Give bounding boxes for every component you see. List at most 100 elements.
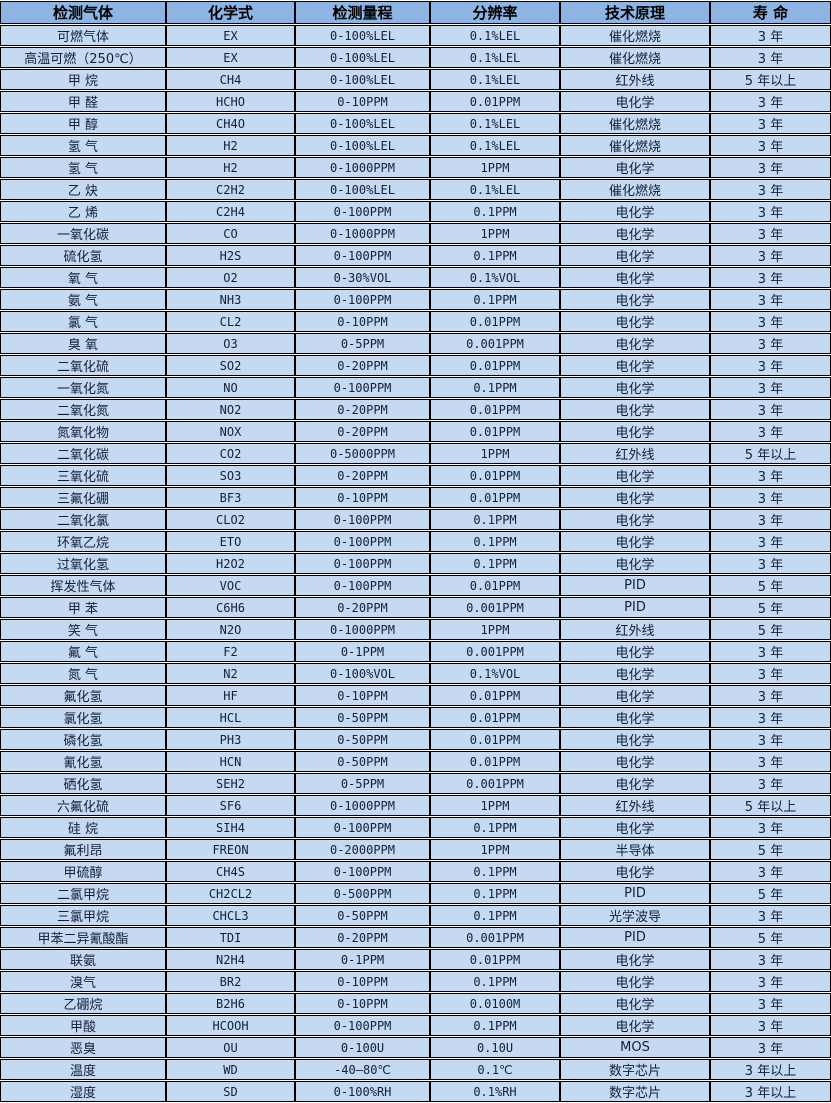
table-cell: 0.01PPM	[430, 421, 560, 442]
table-cell: PID	[560, 575, 710, 596]
table-cell: 5 年	[710, 575, 831, 596]
table-cell: 0.01PPM	[430, 465, 560, 486]
table-cell: 0-2000PPM	[295, 839, 430, 860]
table-cell: 0-10PPM	[295, 91, 430, 112]
table-row: 高温可燃（250℃） EX 0-100%LEL 0.1%LEL 催化燃烧 3 年	[0, 47, 831, 68]
table-cell: 0.1PPM	[430, 509, 560, 530]
table-cell: 0.01PPM	[430, 91, 560, 112]
table-cell: WD	[166, 1059, 295, 1080]
table-header-row: 检测气体 化学式 检测量程 分辨率 技术原理寿 命	[0, 1, 831, 24]
table-cell: 0-20PPM	[295, 465, 430, 486]
table-row: 氢 气 H2 0-1000PPM 1PPM 电化学 3 年	[0, 157, 831, 178]
table-cell: 3 年	[710, 685, 831, 706]
table-cell: CH4	[166, 69, 295, 90]
table-row: 环氧乙烷 ETO 0-100PPM 0.1PPM 电化学 3 年	[0, 531, 831, 552]
table-cell: 数字芯片	[560, 1059, 710, 1080]
table-cell: H2O2	[166, 553, 295, 574]
table-cell: N2	[166, 663, 295, 684]
table-cell: 0-10PPM	[295, 971, 430, 992]
table-cell: 0.1PPM	[430, 971, 560, 992]
table-row: 挥发性气体 VOC 0-100PPM 0.01PPM PID 5 年	[0, 575, 831, 596]
table-cell: 0-100U	[295, 1037, 430, 1058]
table-cell: 二氧化碳	[0, 443, 166, 464]
table-cell: 3 年	[710, 421, 831, 442]
table-cell: 0-20PPM	[295, 597, 430, 618]
table-cell: 催化燃烧	[560, 135, 710, 156]
table-row: 二氧化氯 CLO2 0-100PPM 0.1PPM 电化学 3 年	[0, 509, 831, 530]
table-cell: 电化学	[560, 641, 710, 662]
table-row: 硅 烷 SIH4 0-100PPM 0.1PPM 电化学 3 年	[0, 817, 831, 838]
table-cell: SIH4	[166, 817, 295, 838]
table-row: 氧 气 O2 0-30%VOL 0.1%VOL 电化学 3 年	[0, 267, 831, 288]
table-cell: 磷化氢	[0, 729, 166, 750]
table-cell: 0-50PPM	[295, 707, 430, 728]
table-cell: 电化学	[560, 729, 710, 750]
table-row: 甲 醛 HCHO 0-10PPM 0.01PPM 电化学 3 年	[0, 91, 831, 112]
table-cell: 0.1%VOL	[430, 663, 560, 684]
table-cell: 0-10PPM	[295, 311, 430, 332]
table-cell: 0-100PPM	[295, 245, 430, 266]
table-cell: 3 年	[710, 223, 831, 244]
table-cell: 0.0100M	[430, 993, 560, 1014]
table-cell: C2H2	[166, 179, 295, 200]
table-cell: 0-50PPM	[295, 905, 430, 926]
table-cell: 可燃气体	[0, 25, 166, 46]
table-cell: 0-5PPM	[295, 773, 430, 794]
table-cell: 电化学	[560, 531, 710, 552]
table-cell: 0-100PPM	[295, 201, 430, 222]
table-row: 乙 烯 C2H4 0-100PPM 0.1PPM 电化学 3 年	[0, 201, 831, 222]
table-cell: 0.1%LEL	[430, 25, 560, 46]
table-cell: NO	[166, 377, 295, 398]
table-cell: O3	[166, 333, 295, 354]
table-row: 乙 炔 C2H2 0-100%LEL 0.1%LEL 催化燃烧 3 年	[0, 179, 831, 200]
table-cell: 电化学	[560, 399, 710, 420]
table-cell: N2H4	[166, 949, 295, 970]
table-cell: 0-10PPM	[295, 993, 430, 1014]
table-cell: 3 年	[710, 663, 831, 684]
table-cell: 0-100%LEL	[295, 69, 430, 90]
table-cell: 电化学	[560, 509, 710, 530]
table-cell: 0.001PPM	[430, 333, 560, 354]
table-cell: 乙 烯	[0, 201, 166, 222]
table-row: 氮氧化物 NOX 0-20PPM 0.01PPM 电化学 3 年	[0, 421, 831, 442]
table-cell: 3 年	[710, 201, 831, 222]
table-cell: 0.01PPM	[430, 311, 560, 332]
table-row: 甲 醇 CH4O 0-100%LEL 0.1%LEL 催化燃烧 3 年	[0, 113, 831, 134]
table-cell: 0-30%VOL	[295, 267, 430, 288]
table-cell: 红外线	[560, 795, 710, 816]
table-cell: 3 年	[710, 729, 831, 750]
table-row: 溴气 BR2 0-10PPM 0.1PPM 电化学 3 年	[0, 971, 831, 992]
table-cell: PID	[560, 927, 710, 948]
table-row: 一氧化碳 CO 0-1000PPM 1PPM 电化学 3 年	[0, 223, 831, 244]
table-row: 氰化氢 HCN 0-50PPM 0.01PPM 电化学 3 年	[0, 751, 831, 772]
table-cell: 0-1PPM	[295, 949, 430, 970]
table-cell: 0-100PPM	[295, 1015, 430, 1036]
table-cell: NOX	[166, 421, 295, 442]
table-cell: 3 年	[710, 1037, 831, 1058]
table-cell: 3 年	[710, 355, 831, 376]
table-cell: 3 年	[710, 135, 831, 156]
table-cell: 氟利昂	[0, 839, 166, 860]
table-cell: 高温可燃（250℃）	[0, 47, 166, 68]
table-cell: 0-100%RH	[295, 1081, 430, 1102]
table-cell: 电化学	[560, 861, 710, 882]
table-cell: 电化学	[560, 267, 710, 288]
column-header-5: 寿 命	[710, 1, 831, 24]
table-cell: 3 年	[710, 751, 831, 772]
table-cell: FREON	[166, 839, 295, 860]
table-cell: 0-500PPM	[295, 883, 430, 904]
table-cell: 电化学	[560, 993, 710, 1014]
table-cell: 0-1000PPM	[295, 795, 430, 816]
table-cell: 3 年	[710, 377, 831, 398]
table-row: 甲 苯 C6H6 0-20PPM 0.001PPM PID 5 年	[0, 597, 831, 618]
table-cell: 3 年	[710, 905, 831, 926]
table-cell: 1PPM	[430, 839, 560, 860]
table-cell: 电化学	[560, 751, 710, 772]
table-cell: 5 年以上	[710, 443, 831, 464]
table-cell: NH3	[166, 289, 295, 310]
table-cell: 0-100PPM	[295, 861, 430, 882]
table-cell: 3 年	[710, 47, 831, 68]
table-cell: 温度	[0, 1059, 166, 1080]
table-cell: SO2	[166, 355, 295, 376]
table-cell: 0-100%LEL	[295, 135, 430, 156]
